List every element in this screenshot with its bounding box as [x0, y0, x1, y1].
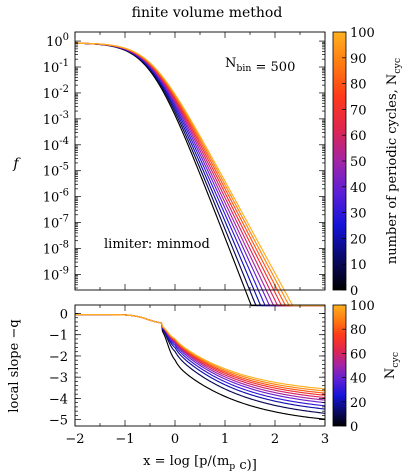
bottom-ytick-label: −3: [49, 371, 68, 386]
bottom-series-ncyc-100: [75, 313, 326, 390]
bottom-series-ncyc-60: [75, 313, 326, 399]
colorbar-tick-label: 0: [350, 420, 358, 435]
top-ytick-label: 10-9: [43, 265, 69, 283]
colorbar-tick-label: 0: [350, 284, 358, 299]
top-ytick-label: 10-4: [43, 136, 69, 154]
colorbar-label: number of periodic cycles, Ncyc: [385, 58, 403, 264]
colorbar-tick-label: 100: [350, 26, 375, 41]
top-ytick-label: 10-2: [43, 84, 69, 102]
colorbar-tick-label: 40: [350, 181, 367, 196]
top-ytick-label: 10-1: [43, 58, 69, 76]
top-colorbar: 0 10 20 30 40 50 60 70 80 90 100 number of periodic…: [332, 26, 403, 299]
colorbar-tick-label: 90: [350, 52, 367, 67]
bottom-xtick-label: −1: [115, 432, 134, 447]
colorbar-tick-label: 80: [350, 323, 367, 338]
bottom-series-ncyc-80: [75, 313, 326, 394]
bottom-y-axis-label: local slope −q: [7, 319, 22, 412]
colorbar-tick-label: 40: [350, 372, 367, 387]
colorbar-tick-label: 10: [350, 258, 367, 273]
limiter-annotation: limiter: minmod: [104, 237, 210, 252]
colorbar-tick-label: 30: [350, 207, 367, 222]
colorbar-tick-label: 80: [350, 78, 367, 93]
colorbar-tick-label: 60: [350, 347, 367, 362]
bottom-xtick-label: 0: [171, 432, 179, 447]
top-ytick-label: 10-5: [43, 162, 69, 180]
bottom-xtick-label: 2: [271, 432, 279, 447]
colorbar-tick-label: 60: [350, 129, 367, 144]
bottom-ytick-label: −5: [49, 414, 68, 429]
bottom-ytick-label: −1: [49, 329, 68, 344]
colorbar-gradient: [332, 304, 347, 427]
x-axis-label: x = log [p/(mp c)]: [143, 454, 257, 472]
colorbar-tick-label: 70: [350, 103, 367, 118]
bottom-ytick-label: −2: [49, 350, 68, 365]
bottom-xtick-label: −2: [65, 432, 84, 447]
top-panel: 10010-110-210-310-410-510-610-710-810-9 …: [12, 26, 403, 307]
bottom-axis-ticks: 0 −1 −2 −3 −4 −5 −2 −1 0 1 2 3: [49, 305, 329, 447]
nbin-annotation: Nbin = 500: [225, 56, 295, 75]
top-ytick-label: 100: [46, 32, 69, 50]
top-series-ncyc-100: [74, 42, 325, 307]
colorbar-tick-label: 100: [350, 299, 375, 314]
bottom-xtick-label: 3: [321, 432, 329, 447]
top-ytick-label: 10-6: [43, 188, 69, 206]
bottom-ytick-label: −4: [49, 392, 68, 407]
top-curves: [74, 42, 325, 307]
bottom-panel: 0 −1 −2 −3 −4 −5 −2 −1 0 1 2 3 local slope −q x = l…: [7, 299, 401, 472]
top-y-axis-label: f: [12, 156, 21, 172]
top-series-ncyc-0: [74, 42, 325, 307]
bottom-colorbar: 0 20 40 60 80 100 Ncyc: [332, 299, 401, 435]
colorbar-tick-label: 20: [350, 396, 367, 411]
colorbar-label: Ncyc: [383, 352, 401, 379]
figure-title: finite volume method: [132, 5, 283, 21]
bottom-ytick-label: 0: [60, 307, 68, 322]
colorbar-tick-label: 50: [350, 155, 367, 170]
top-ytick-label: 10-7: [43, 214, 69, 232]
top-ytick-label: 10-8: [43, 240, 69, 258]
bottom-curves: [75, 313, 326, 420]
bottom-xtick-label: 1: [221, 432, 229, 447]
top-ytick-label: 10-3: [43, 110, 69, 128]
bottom-series-ncyc-90: [75, 313, 326, 392]
colorbar-tick-label: 20: [350, 232, 367, 247]
